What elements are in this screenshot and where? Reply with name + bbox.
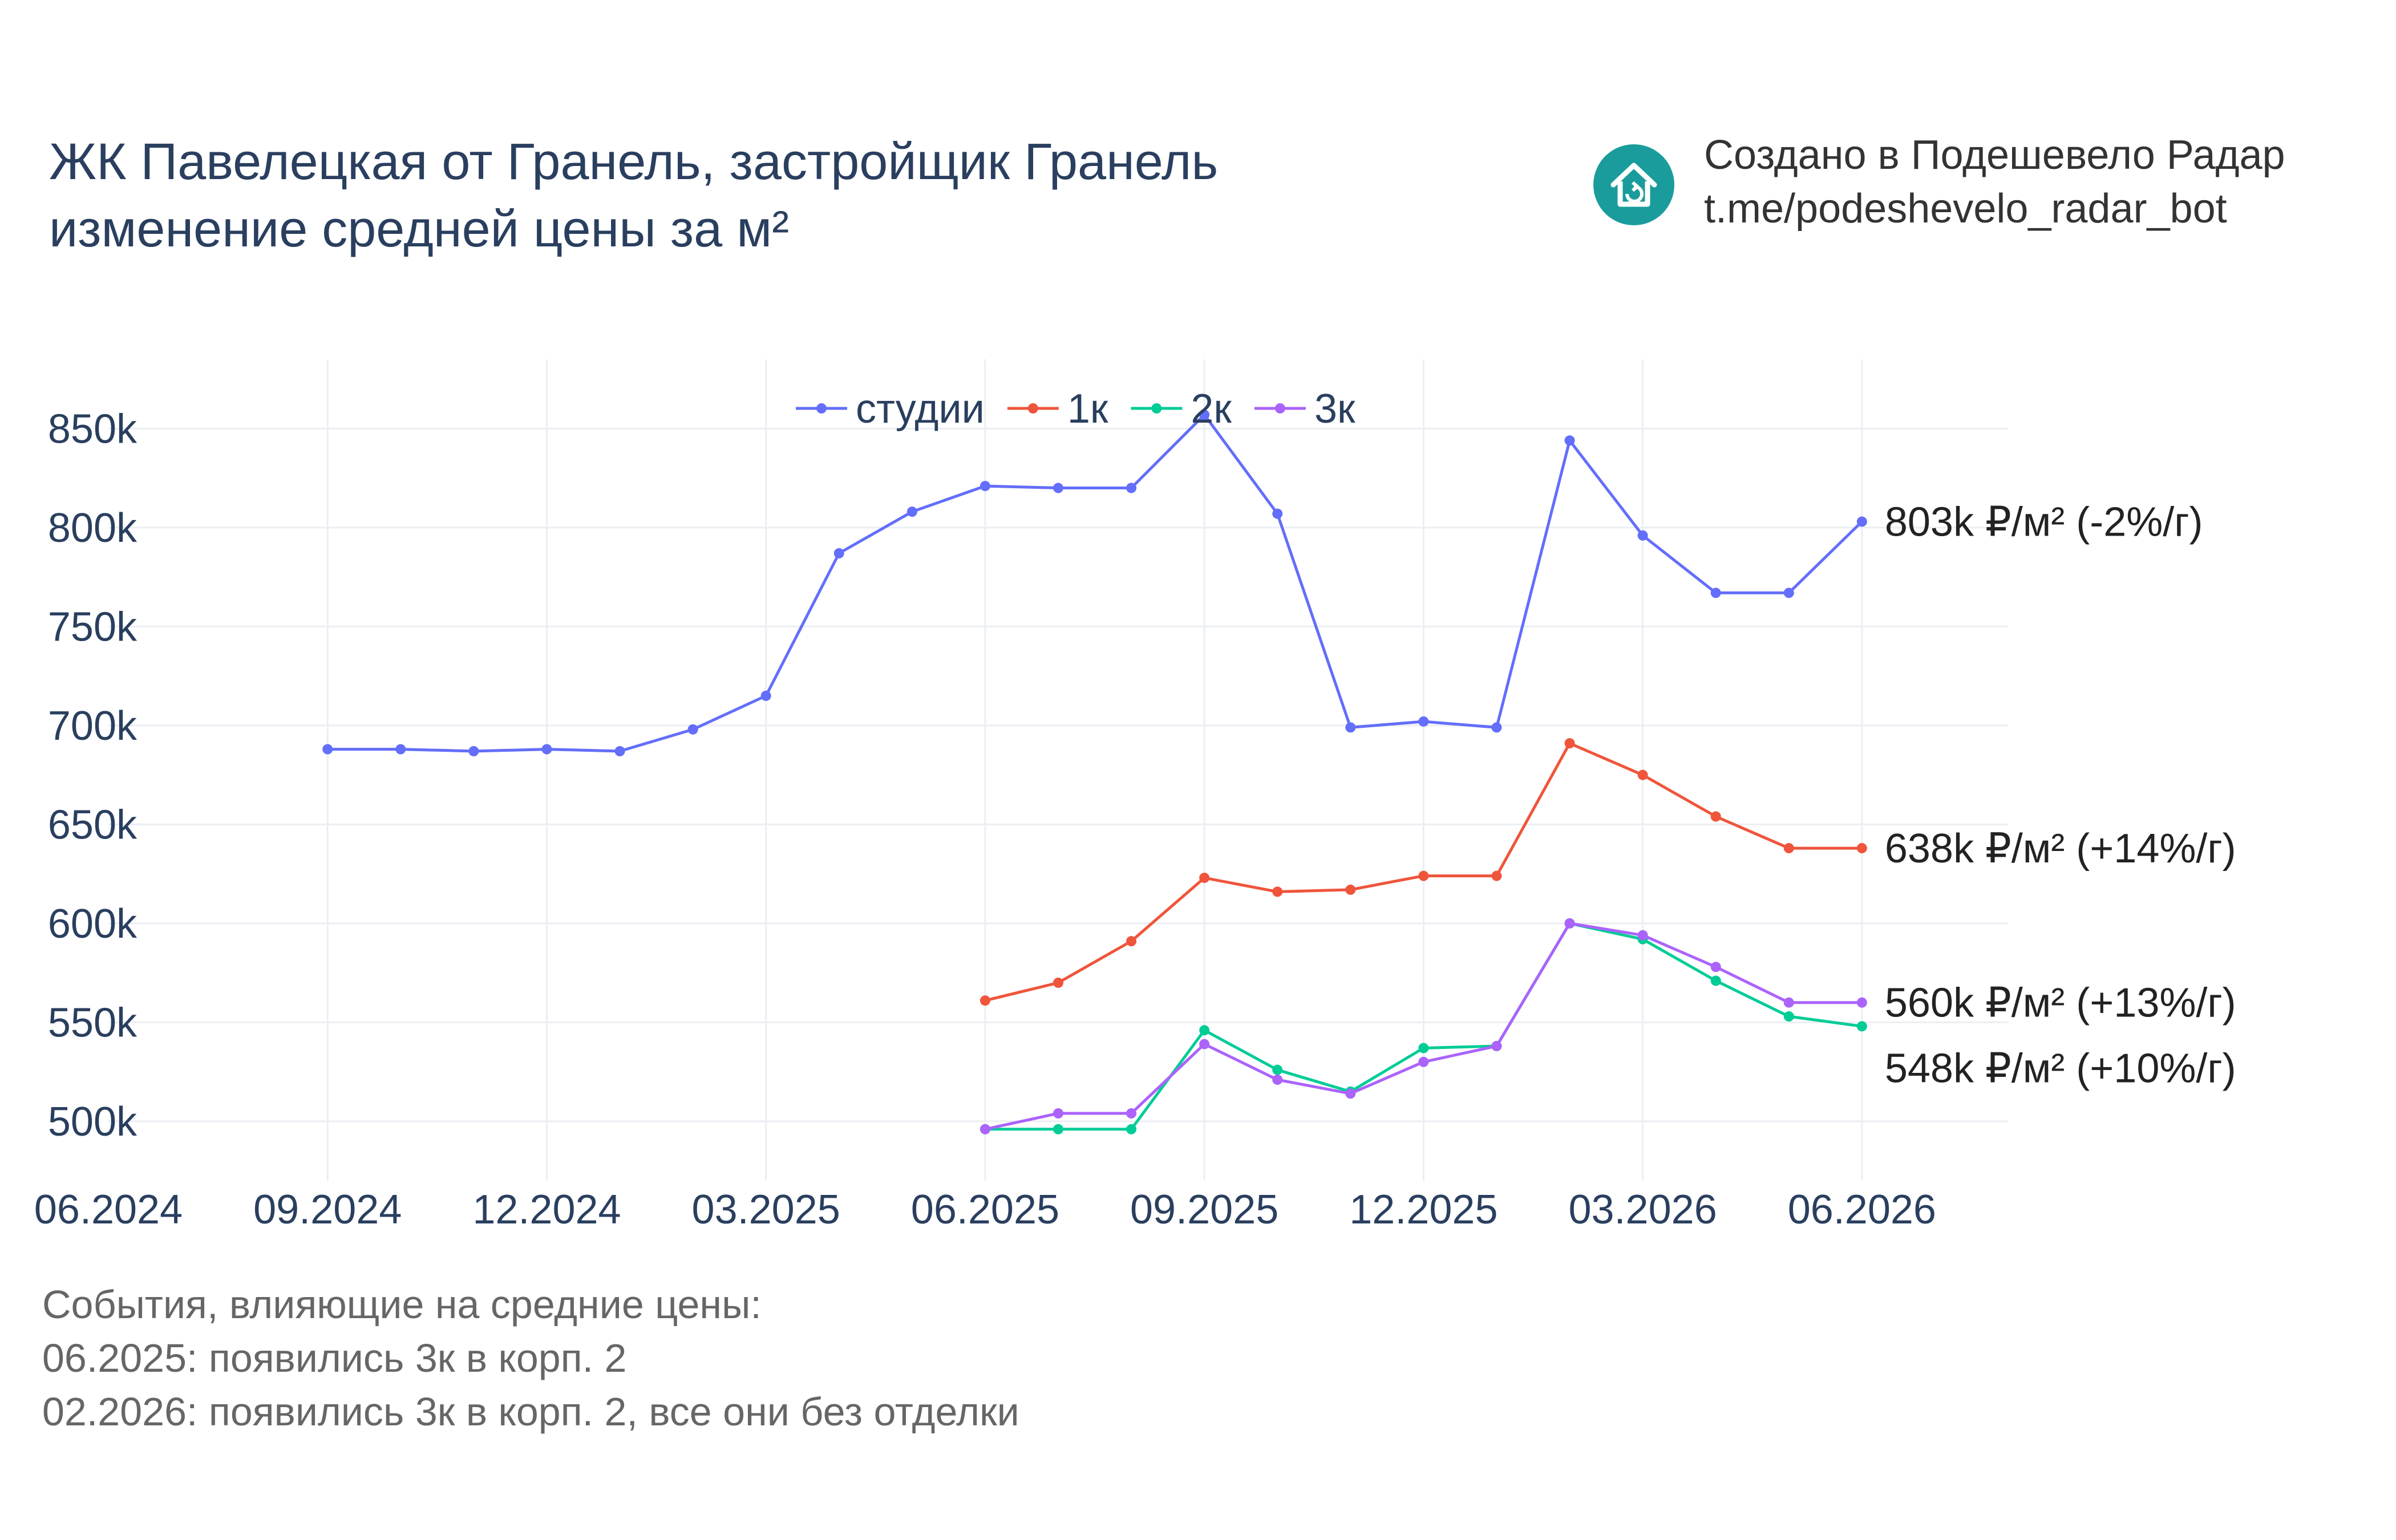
data-point [1783, 1011, 1794, 1022]
end-value-label: 560k ₽/м² (+13%/г) [1885, 980, 2236, 1026]
events-note: События, влияющие на средние цены: 06.20… [42, 1278, 1019, 1438]
data-point [1783, 843, 1794, 854]
title-line-1: ЖК Павелецкая от Гранель, застройщик Гра… [49, 133, 1219, 191]
credit-text: Создано в Подешевело Радар t.me/podeshev… [1704, 128, 2285, 236]
legend-marker [1151, 403, 1162, 414]
data-point [1418, 1056, 1429, 1067]
data-point [1710, 975, 1721, 986]
end-value-label: 548k ₽/м² (+10%/г) [1885, 1046, 2236, 1092]
data-point [1126, 936, 1137, 947]
x-tick-label: 09.2025 [1130, 1187, 1278, 1233]
y-tick-label: 700k [48, 703, 137, 749]
events-heading: События, влияющие на средние цены: [42, 1282, 762, 1327]
data-point [541, 744, 552, 755]
data-point [980, 995, 990, 1006]
data-point [980, 481, 990, 492]
y-tick-label: 850k [48, 406, 137, 452]
data-point [1126, 483, 1137, 493]
event-item-1: 06.2025: появились 3к в корп. 2 [42, 1336, 627, 1380]
data-point [1418, 716, 1429, 727]
x-tick-label: 06.2024 [34, 1187, 183, 1233]
data-point [1199, 873, 1210, 884]
data-point [322, 744, 333, 755]
data-point [1199, 1039, 1210, 1049]
end-value-label: 803k ₽/м² (-2%/г) [1885, 500, 2203, 545]
data-point [1856, 516, 1867, 527]
end-value-label: 638k ₽/м² (+14%/г) [1885, 826, 2236, 872]
data-point [1491, 722, 1502, 733]
y-tick-label: 600k [48, 901, 137, 947]
data-point [1272, 1075, 1283, 1085]
data-point [614, 746, 625, 757]
legend-marker [1274, 403, 1285, 414]
event-item-2: 02.2026: появились 3к в корп. 2, все они… [42, 1389, 1019, 1434]
data-point [1126, 1108, 1137, 1119]
data-point [1199, 1025, 1210, 1036]
x-tick-label: 12.2025 [1349, 1187, 1498, 1233]
data-point [1418, 1043, 1429, 1053]
data-point [1053, 1124, 1063, 1134]
data-point [1345, 722, 1356, 733]
credit-line-1: Создано в Подешевело Радар [1704, 132, 2285, 178]
data-point [1637, 930, 1648, 941]
data-point [395, 744, 406, 755]
data-point [1564, 918, 1575, 929]
y-tick-label: 800k [48, 505, 137, 551]
data-point [687, 724, 698, 735]
data-point [833, 548, 844, 559]
x-tick-label: 03.2025 [692, 1187, 840, 1233]
x-tick-label: 03.2026 [1568, 1187, 1717, 1233]
legend-label: 2к [1191, 386, 1232, 432]
legend-label: 3к [1314, 386, 1355, 432]
data-point [1418, 870, 1429, 881]
y-tick-label: 750k [48, 604, 137, 650]
legend-marker [816, 403, 827, 414]
y-tick-label: 650k [48, 802, 137, 848]
data-point [1272, 508, 1283, 519]
data-point [1710, 962, 1721, 972]
series-line-1 [327, 413, 1863, 753]
data-point [760, 690, 771, 701]
data-point [1272, 1064, 1283, 1075]
house-refresh-icon [1593, 144, 1674, 225]
data-point [1710, 587, 1721, 598]
data-point [1564, 738, 1575, 749]
y-tick-label: 550k [48, 1000, 137, 1045]
data-point [1126, 1124, 1137, 1134]
data-point [1053, 483, 1063, 493]
data-point [1345, 884, 1356, 895]
chart-title: ЖК Павелецкая от Гранель, застройщик Гра… [49, 128, 1218, 263]
data-point [1491, 1041, 1502, 1052]
data-point [468, 746, 479, 757]
data-point [1564, 435, 1575, 446]
x-tick-label: 06.2026 [1788, 1187, 1936, 1233]
data-point [1856, 997, 1867, 1008]
title-line-2: изменение средней цены за м² [49, 201, 790, 258]
x-tick-label: 09.2024 [253, 1187, 402, 1233]
data-point [1053, 1108, 1063, 1119]
data-point [1637, 769, 1648, 780]
credit-block: Создано в Подешевело Радар t.me/podeshev… [1593, 128, 2285, 236]
data-point [980, 1124, 990, 1134]
legend-marker [1027, 403, 1038, 414]
x-tick-label: 06.2025 [911, 1187, 1059, 1233]
credit-link[interactable]: t.me/podeshevelo_radar_bot [1704, 186, 2227, 232]
x-tick-label: 12.2024 [472, 1187, 621, 1233]
y-tick-label: 500k [48, 1099, 137, 1145]
data-point [1856, 843, 1867, 854]
data-point [1199, 410, 1210, 420]
legend-label: студии [856, 386, 985, 432]
data-point [1710, 811, 1721, 822]
data-point [1783, 587, 1794, 598]
data-point [1345, 1088, 1356, 1099]
data-point [1272, 886, 1283, 897]
data-point [906, 506, 917, 517]
legend-label: 1к [1067, 386, 1108, 432]
data-point [1491, 870, 1502, 881]
data-point [1637, 530, 1648, 541]
data-point [1053, 978, 1063, 988]
data-point [1783, 997, 1794, 1008]
data-point [1856, 1021, 1867, 1032]
